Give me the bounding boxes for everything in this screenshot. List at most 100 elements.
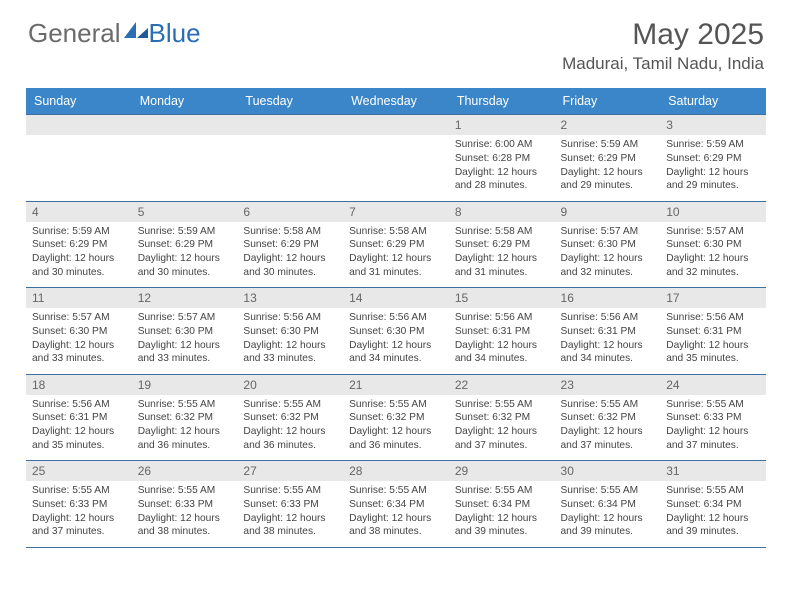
day-info: Sunrise: 5:56 AMSunset: 6:30 PMDaylight:… — [237, 308, 343, 372]
day-info-cell: Sunrise: 5:55 AMSunset: 6:33 PMDaylight:… — [26, 481, 132, 547]
day-info: Sunrise: 5:55 AMSunset: 6:32 PMDaylight:… — [132, 395, 238, 459]
empty-day — [26, 115, 132, 133]
day-info-cell: Sunrise: 5:55 AMSunset: 6:34 PMDaylight:… — [343, 481, 449, 547]
day-number-cell: 17 — [660, 288, 766, 309]
day-info: Sunrise: 5:57 AMSunset: 6:30 PMDaylight:… — [660, 222, 766, 286]
daynum-row: 18192021222324 — [26, 374, 766, 395]
day-info-cell — [237, 135, 343, 201]
day-number-cell: 4 — [26, 201, 132, 222]
day-number-cell: 7 — [343, 201, 449, 222]
day-number-cell — [343, 115, 449, 136]
day-info: Sunrise: 5:58 AMSunset: 6:29 PMDaylight:… — [449, 222, 555, 286]
day-info: Sunrise: 5:56 AMSunset: 6:30 PMDaylight:… — [343, 308, 449, 372]
dayinfo-row: Sunrise: 5:55 AMSunset: 6:33 PMDaylight:… — [26, 481, 766, 547]
day-number: 18 — [26, 375, 132, 395]
day-number-cell: 24 — [660, 374, 766, 395]
day-number-cell: 25 — [26, 461, 132, 482]
dayinfo-row: Sunrise: 5:57 AMSunset: 6:30 PMDaylight:… — [26, 308, 766, 374]
day-number-cell: 15 — [449, 288, 555, 309]
title-block: May 2025 Madurai, Tamil Nadu, India — [562, 18, 764, 74]
daynum-row: 11121314151617 — [26, 288, 766, 309]
day-info-cell: Sunrise: 5:55 AMSunset: 6:34 PMDaylight:… — [660, 481, 766, 547]
day-info: Sunrise: 5:56 AMSunset: 6:31 PMDaylight:… — [26, 395, 132, 459]
day-info-cell: Sunrise: 5:58 AMSunset: 6:29 PMDaylight:… — [237, 222, 343, 288]
day-info-cell: Sunrise: 5:57 AMSunset: 6:30 PMDaylight:… — [555, 222, 661, 288]
day-number: 28 — [343, 461, 449, 481]
day-number: 26 — [132, 461, 238, 481]
day-number: 30 — [555, 461, 661, 481]
day-number-cell: 20 — [237, 374, 343, 395]
day-header: Friday — [555, 88, 661, 115]
day-info: Sunrise: 5:56 AMSunset: 6:31 PMDaylight:… — [555, 308, 661, 372]
day-info: Sunrise: 5:55 AMSunset: 6:33 PMDaylight:… — [26, 481, 132, 545]
day-number: 13 — [237, 288, 343, 308]
day-info-cell — [26, 135, 132, 201]
day-number: 2 — [555, 115, 661, 135]
day-number-cell: 22 — [449, 374, 555, 395]
day-info: Sunrise: 6:00 AMSunset: 6:28 PMDaylight:… — [449, 135, 555, 199]
day-number: 14 — [343, 288, 449, 308]
dayinfo-row: Sunrise: 6:00 AMSunset: 6:28 PMDaylight:… — [26, 135, 766, 201]
day-number: 29 — [449, 461, 555, 481]
empty-day — [237, 115, 343, 133]
day-number-cell: 27 — [237, 461, 343, 482]
day-number-cell: 26 — [132, 461, 238, 482]
day-info-cell: Sunrise: 5:55 AMSunset: 6:32 PMDaylight:… — [449, 395, 555, 461]
day-info: Sunrise: 5:59 AMSunset: 6:29 PMDaylight:… — [26, 222, 132, 286]
daynum-row: 123 — [26, 115, 766, 136]
day-number-cell: 29 — [449, 461, 555, 482]
day-info-cell: Sunrise: 5:55 AMSunset: 6:32 PMDaylight:… — [343, 395, 449, 461]
day-number: 11 — [26, 288, 132, 308]
day-number-cell: 21 — [343, 374, 449, 395]
day-number: 24 — [660, 375, 766, 395]
day-info: Sunrise: 5:59 AMSunset: 6:29 PMDaylight:… — [132, 222, 238, 286]
day-number-cell: 8 — [449, 201, 555, 222]
logo-sail-icon — [123, 16, 149, 47]
day-info: Sunrise: 5:59 AMSunset: 6:29 PMDaylight:… — [555, 135, 661, 199]
day-number: 23 — [555, 375, 661, 395]
logo-text-1: General — [28, 18, 121, 49]
day-info-cell: Sunrise: 5:55 AMSunset: 6:33 PMDaylight:… — [660, 395, 766, 461]
day-header: Thursday — [449, 88, 555, 115]
day-info-cell: Sunrise: 5:59 AMSunset: 6:29 PMDaylight:… — [555, 135, 661, 201]
day-number: 1 — [449, 115, 555, 135]
daynum-row: 45678910 — [26, 201, 766, 222]
day-info-cell: Sunrise: 5:56 AMSunset: 6:30 PMDaylight:… — [237, 308, 343, 374]
day-number-cell: 6 — [237, 201, 343, 222]
day-number: 27 — [237, 461, 343, 481]
day-info: Sunrise: 5:56 AMSunset: 6:31 PMDaylight:… — [449, 308, 555, 372]
day-number: 3 — [660, 115, 766, 135]
day-number-cell: 11 — [26, 288, 132, 309]
day-number-cell: 3 — [660, 115, 766, 136]
empty-day — [343, 115, 449, 133]
day-number: 10 — [660, 202, 766, 222]
day-info: Sunrise: 5:59 AMSunset: 6:29 PMDaylight:… — [660, 135, 766, 199]
day-info-cell: Sunrise: 5:56 AMSunset: 6:30 PMDaylight:… — [343, 308, 449, 374]
day-number-cell — [237, 115, 343, 136]
day-info: Sunrise: 5:55 AMSunset: 6:32 PMDaylight:… — [343, 395, 449, 459]
day-number: 12 — [132, 288, 238, 308]
day-header-row: SundayMondayTuesdayWednesdayThursdayFrid… — [26, 88, 766, 115]
day-number: 20 — [237, 375, 343, 395]
day-info-cell: Sunrise: 5:55 AMSunset: 6:34 PMDaylight:… — [449, 481, 555, 547]
day-info: Sunrise: 5:58 AMSunset: 6:29 PMDaylight:… — [237, 222, 343, 286]
day-info: Sunrise: 5:55 AMSunset: 6:32 PMDaylight:… — [449, 395, 555, 459]
dayinfo-row: Sunrise: 5:59 AMSunset: 6:29 PMDaylight:… — [26, 222, 766, 288]
day-number: 25 — [26, 461, 132, 481]
day-info-cell: Sunrise: 5:59 AMSunset: 6:29 PMDaylight:… — [660, 135, 766, 201]
day-number: 6 — [237, 202, 343, 222]
day-info-cell: Sunrise: 5:56 AMSunset: 6:31 PMDaylight:… — [449, 308, 555, 374]
day-info-cell: Sunrise: 5:56 AMSunset: 6:31 PMDaylight:… — [555, 308, 661, 374]
day-info-cell: Sunrise: 5:55 AMSunset: 6:34 PMDaylight:… — [555, 481, 661, 547]
day-info-cell: Sunrise: 5:55 AMSunset: 6:33 PMDaylight:… — [237, 481, 343, 547]
day-info: Sunrise: 5:55 AMSunset: 6:32 PMDaylight:… — [237, 395, 343, 459]
day-info-cell — [132, 135, 238, 201]
day-info-cell: Sunrise: 5:57 AMSunset: 6:30 PMDaylight:… — [132, 308, 238, 374]
day-number-cell: 14 — [343, 288, 449, 309]
location: Madurai, Tamil Nadu, India — [562, 54, 764, 74]
day-number: 4 — [26, 202, 132, 222]
daynum-row: 25262728293031 — [26, 461, 766, 482]
day-info-cell: Sunrise: 5:59 AMSunset: 6:29 PMDaylight:… — [132, 222, 238, 288]
day-header: Sunday — [26, 88, 132, 115]
day-number-cell: 30 — [555, 461, 661, 482]
